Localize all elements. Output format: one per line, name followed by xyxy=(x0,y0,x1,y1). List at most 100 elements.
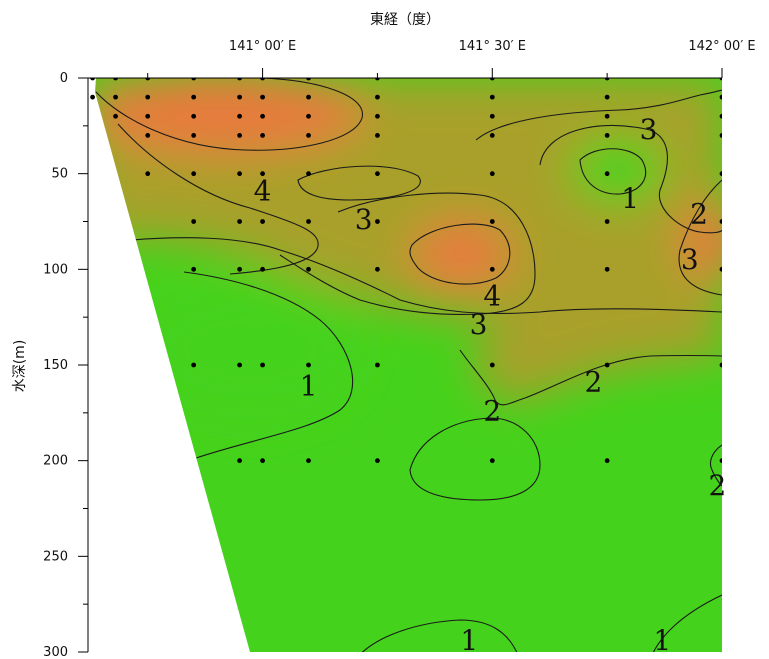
contour-label: 3 xyxy=(355,203,373,236)
contour-line-2-middle xyxy=(459,349,722,406)
station-point xyxy=(191,171,197,177)
station-point xyxy=(237,362,243,368)
station-point xyxy=(306,78,311,81)
contour-label: 4 xyxy=(483,280,501,313)
contour-label: 1 xyxy=(653,624,671,657)
station-point xyxy=(489,266,495,272)
station-point xyxy=(306,362,311,368)
contour-line-1-left xyxy=(183,271,354,459)
station-point xyxy=(719,362,722,368)
station-point xyxy=(191,219,197,224)
station-point xyxy=(604,219,610,224)
station-point xyxy=(306,458,311,464)
mid-region-inner xyxy=(300,167,410,197)
x-tick-label: 141° 00′ E xyxy=(229,39,296,54)
station-point xyxy=(260,113,265,119)
station-point xyxy=(306,266,311,272)
station-point xyxy=(191,78,197,81)
station-point xyxy=(306,113,311,119)
contour-line-1-right xyxy=(579,148,647,195)
station-point xyxy=(191,266,197,272)
station-point xyxy=(375,266,380,272)
y-tick-label: 250 xyxy=(43,549,68,564)
station-point xyxy=(191,113,197,119)
station-point xyxy=(237,113,243,119)
x-tick-label: 141° 30′ E xyxy=(459,39,526,54)
station-point xyxy=(260,362,265,368)
station-point xyxy=(191,362,197,368)
station-point xyxy=(145,113,151,119)
station-point xyxy=(191,94,197,100)
station-point xyxy=(113,78,118,81)
station-point xyxy=(237,78,243,81)
station-point xyxy=(719,266,722,272)
station-point xyxy=(719,133,722,138)
station-point xyxy=(719,171,722,177)
station-point xyxy=(719,219,722,224)
station-point xyxy=(191,133,197,138)
station-point xyxy=(113,113,118,119)
station-point xyxy=(489,458,495,464)
contour-line-1-bottom-right xyxy=(652,594,722,652)
station-point xyxy=(719,458,722,464)
x-axis-title: 東経（度） xyxy=(370,12,440,28)
station-point xyxy=(306,133,311,138)
low-region-west xyxy=(140,280,360,420)
station-points xyxy=(90,78,722,464)
station-point xyxy=(489,78,495,81)
contour-line-green-upper xyxy=(131,237,722,315)
station-point xyxy=(237,133,243,138)
station-point xyxy=(489,171,495,177)
y-tick-label: 100 xyxy=(43,262,68,277)
station-point xyxy=(719,78,722,81)
contour-label: 2 xyxy=(708,469,726,502)
station-point xyxy=(260,94,265,100)
station-point xyxy=(375,458,380,464)
station-point xyxy=(237,266,243,272)
station-point xyxy=(145,78,151,81)
y-tick-label: 200 xyxy=(43,454,68,469)
station-point xyxy=(375,362,380,368)
station-point xyxy=(604,78,610,81)
contour-label: 1 xyxy=(300,369,318,402)
station-point xyxy=(113,94,118,100)
contour-line-3-inner xyxy=(297,165,421,201)
station-point xyxy=(375,171,380,177)
station-point xyxy=(489,133,495,138)
station-point xyxy=(260,219,265,224)
station-point xyxy=(375,78,380,81)
high-region-top xyxy=(88,78,365,154)
station-point xyxy=(719,113,722,119)
station-point xyxy=(306,94,311,100)
station-point xyxy=(375,219,380,224)
low-region-east xyxy=(570,138,666,202)
station-point xyxy=(145,133,151,138)
station-point xyxy=(260,171,265,177)
contour-label: 3 xyxy=(470,308,488,341)
y-axis-title: 水深(m) xyxy=(12,340,28,393)
contour-label: 2 xyxy=(483,394,501,427)
contour-line-3-top xyxy=(117,123,319,275)
contour-label: 3 xyxy=(681,243,699,276)
contour-label: 2 xyxy=(690,197,708,230)
contour-line-4-top xyxy=(95,78,363,151)
station-point xyxy=(375,94,380,100)
station-point xyxy=(604,171,610,177)
station-point xyxy=(489,219,495,224)
station-point xyxy=(604,266,610,272)
y-tick-label: 50 xyxy=(51,167,68,182)
station-point xyxy=(145,171,151,177)
station-point xyxy=(90,78,95,81)
contour-line-3-right-lower xyxy=(678,179,722,296)
station-point xyxy=(260,78,265,81)
station-point xyxy=(260,266,265,272)
station-point xyxy=(306,171,311,177)
station-point xyxy=(237,219,243,224)
station-point xyxy=(604,458,610,464)
station-point xyxy=(604,133,610,138)
y-tick-label: 0 xyxy=(60,71,68,86)
station-point xyxy=(375,133,380,138)
mid-region-east xyxy=(470,318,722,402)
